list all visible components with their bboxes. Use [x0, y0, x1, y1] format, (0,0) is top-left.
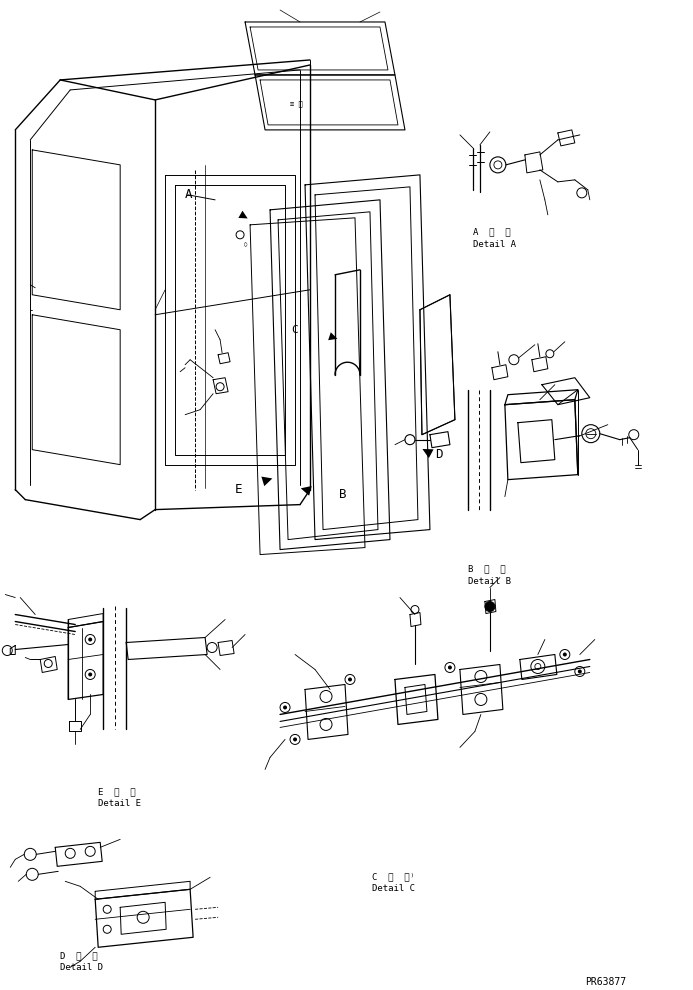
Circle shape — [485, 602, 495, 612]
Text: Detail A: Detail A — [473, 240, 516, 248]
Text: B: B — [340, 488, 346, 501]
Circle shape — [578, 669, 582, 673]
Text: Detail E: Detail E — [98, 799, 141, 809]
Circle shape — [88, 638, 92, 642]
Text: ≡ 詳: ≡ 詳 — [290, 100, 303, 107]
Circle shape — [88, 672, 92, 676]
Text: E: E — [234, 483, 242, 496]
Circle shape — [283, 706, 287, 710]
Text: A  詳  細: A 詳 細 — [473, 228, 511, 237]
Text: A: A — [184, 188, 192, 201]
Text: Detail C: Detail C — [372, 884, 415, 893]
Text: D  詳  細: D 詳 細 — [60, 951, 98, 960]
Circle shape — [563, 652, 567, 656]
Text: E  詳  細: E 詳 細 — [98, 787, 136, 796]
Text: Detail D: Detail D — [60, 963, 103, 972]
Circle shape — [348, 677, 352, 681]
Circle shape — [293, 738, 297, 742]
Text: PR63877: PR63877 — [585, 977, 626, 987]
Text: ○: ○ — [244, 243, 247, 248]
Text: B  詳  細: B 詳 細 — [468, 564, 505, 573]
Circle shape — [448, 665, 452, 669]
Text: C  詳  細⁾: C 詳 細⁾ — [372, 872, 415, 881]
Text: Detail B: Detail B — [468, 576, 511, 585]
Text: C: C — [292, 325, 299, 335]
Text: D: D — [435, 448, 442, 461]
